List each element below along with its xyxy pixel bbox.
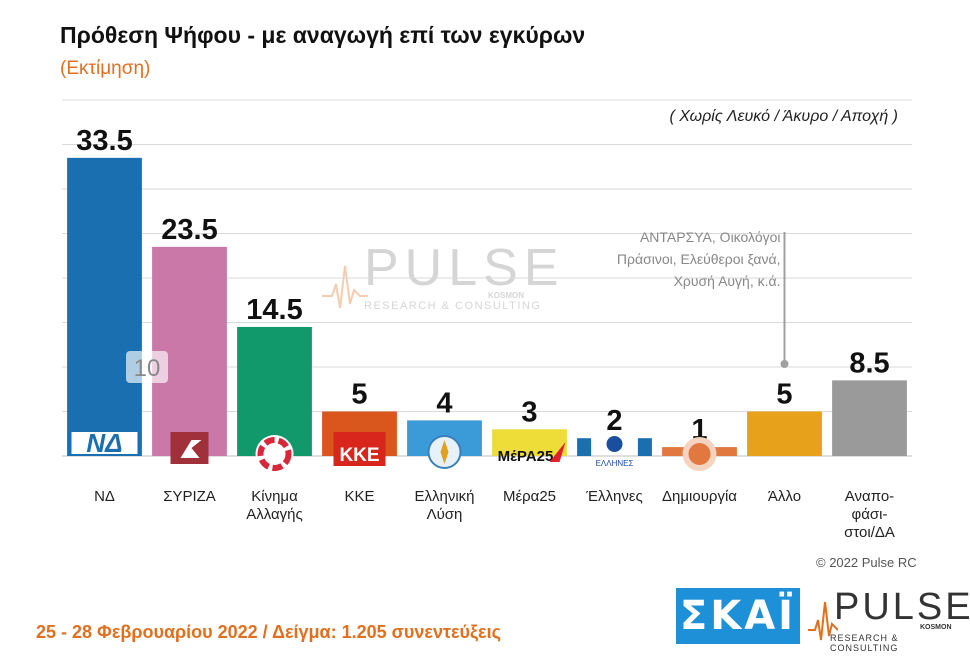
data-label: 5 (776, 379, 792, 411)
x-tick-label: Αλλαγής (246, 506, 303, 523)
ellines-logo-text: ΕΛΛΗΝΕΣ (596, 459, 634, 468)
data-label: 23.5 (161, 214, 217, 246)
pulse-logo-word: PULSE (834, 586, 970, 628)
x-tick-label: φάσι- (852, 506, 888, 523)
bar (67, 157, 142, 456)
watermark-sub: KOSMON (488, 291, 524, 300)
pulse-logo-wave-icon (808, 601, 838, 641)
exclusion-note: ( Χωρίς Λευκό / Άκυρο / Αποχή ) (669, 108, 898, 125)
bar (237, 326, 312, 456)
pulse-wave-icon (322, 265, 368, 309)
data-label: 2 (606, 405, 622, 437)
x-tick-label: Αναπο- (845, 488, 894, 505)
annotation-text: ΑΝΤΑΡΣΥΑ, Οικολόγοι (640, 229, 781, 245)
fieldwork-info: 25 - 28 Φεβρουαρίου 2022 / Δείγμα: 1.205… (36, 622, 501, 642)
annotation-text: Χρυσή Αυγή, κ.ά. (674, 273, 781, 289)
annotation-text: Πράσινοι, Ελεύθεροι ξανά, (617, 251, 781, 267)
bar (832, 380, 907, 456)
bar (492, 429, 567, 456)
x-tick-label: Λύση (427, 506, 463, 523)
skai-logo: ΣΚΑΪ (676, 588, 800, 644)
x-tick-label: ΚΚΕ (344, 488, 374, 505)
data-label: 33.5 (76, 125, 132, 157)
mera25-logo-icon (549, 442, 566, 462)
pulse-watermark: PULSE KOSMON RESEARCH & CONSULTING (322, 238, 559, 318)
kke-logo-text: ΚΚΕ (339, 445, 379, 466)
data-label: 3 (521, 396, 537, 428)
x-tick-label: Κίνημα (251, 488, 298, 505)
watermark-tagline: RESEARCH & CONSULTING (364, 300, 542, 312)
data-label: 5 (351, 379, 367, 411)
x-tick-label: ΝΔ (94, 488, 115, 505)
x-tick-label: ΣΥΡΙΖΑ (163, 488, 216, 505)
ellines-logo-icon (606, 436, 623, 452)
bar (637, 438, 652, 456)
x-tick-label: Δημιουργία (662, 488, 737, 505)
x-tick-label: Μέρα25 (503, 488, 556, 505)
pulse-logo-sub: KOSMON (920, 624, 952, 631)
compass-needle-icon (440, 440, 449, 464)
bar (577, 438, 592, 456)
pulse-logo-tagline: RESEARCH & CONSULTING (830, 633, 899, 653)
bar (747, 411, 822, 456)
data-label: 4 (436, 387, 452, 419)
data-label: 14.5 (246, 294, 302, 326)
x-tick-label: Ελληνική (414, 488, 474, 505)
nd-logo-text: ΝΔ (86, 428, 122, 458)
copyright: © 2022 Pulse RC (816, 555, 917, 570)
data-label: 8.5 (849, 347, 889, 379)
annotation-dot (780, 360, 789, 368)
chart-subtitle: (Εκτίμηση) (60, 58, 151, 79)
marker-label: 10 (134, 355, 161, 382)
mera25-logo-text: ΜέΡΑ25 (498, 448, 554, 465)
syriza-star-icon (180, 440, 202, 458)
pulse-logo: PULSE KOSMON RESEARCH & CONSULTING (808, 584, 970, 653)
watermark-brand: PULSE (364, 239, 565, 297)
marker-box (126, 351, 168, 383)
nd-logo-icon (71, 432, 138, 454)
chart-title: Πρόθεση Ψήφου - με αναγωγή επί των εγκύρ… (60, 22, 586, 48)
dimiourgia-inner-icon (688, 443, 711, 465)
x-tick-label: Άλλο (768, 488, 801, 505)
x-tick-label: στοι/ΔΑ (844, 524, 895, 541)
kke-logo-icon (333, 432, 386, 466)
x-tick-label: Έλληνες (585, 488, 643, 505)
kinal-ring-icon (257, 437, 292, 471)
